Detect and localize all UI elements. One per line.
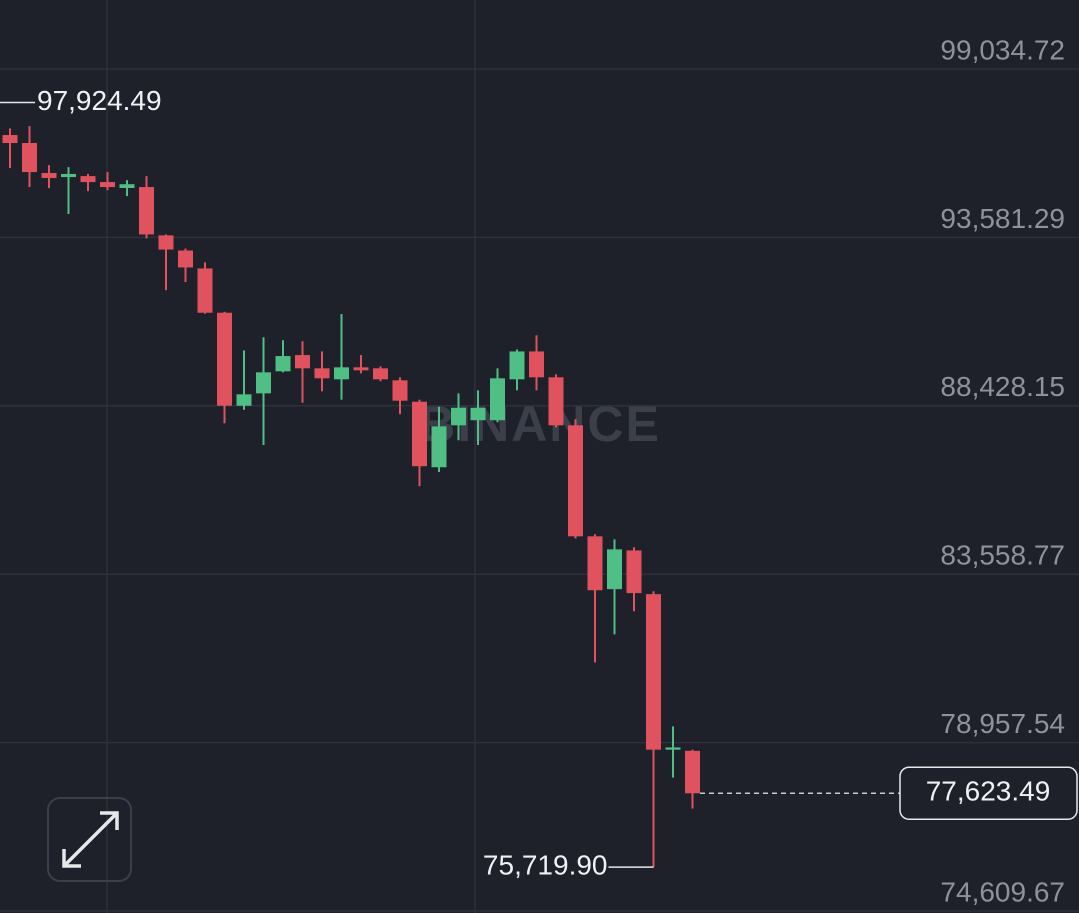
candle-body — [607, 549, 622, 590]
candle-body — [197, 268, 213, 313]
candle-body — [2, 135, 18, 144]
candle-body — [61, 173, 76, 178]
candle-body — [41, 173, 57, 178]
candle-body — [256, 372, 271, 394]
y-tick-label: 83,558.77 — [940, 540, 1065, 571]
candle-body — [626, 550, 642, 594]
candle-body — [22, 143, 37, 173]
candle-body — [665, 747, 681, 750]
last-price-box — [899, 766, 1078, 821]
candle-body — [685, 750, 700, 794]
candle-body — [392, 380, 408, 401]
candle-body — [529, 351, 544, 378]
candle-body — [568, 425, 583, 537]
candle-body — [158, 235, 174, 250]
candle-body — [139, 187, 154, 235]
candle-body — [236, 394, 252, 406]
candle-body — [80, 176, 96, 183]
expand-icon[interactable] — [62, 811, 119, 868]
candle-body — [470, 407, 486, 421]
expand-button[interactable] — [47, 797, 132, 882]
y-tick-label: 99,034.72 — [940, 34, 1065, 65]
candle-body — [490, 378, 505, 421]
candle-body — [587, 536, 603, 591]
candle-body — [119, 184, 135, 188]
expand-button-frame[interactable] — [47, 797, 132, 882]
y-tick-label: 93,581.29 — [940, 203, 1065, 234]
candle-body — [217, 312, 232, 406]
candle-body — [509, 351, 525, 380]
candle-body — [451, 407, 466, 426]
candle-body — [275, 356, 291, 372]
candle-body — [314, 368, 330, 379]
y-tick-label: 74,609.67 — [940, 876, 1065, 907]
candle-body — [548, 377, 564, 426]
candle-body — [373, 368, 388, 380]
candle-body — [100, 182, 115, 188]
candle-body — [334, 367, 349, 380]
y-tick-label: 78,957.54 — [940, 708, 1065, 739]
candle-body — [295, 355, 310, 369]
y-tick-label: 88,428.15 — [940, 371, 1065, 402]
last-price-label: 77,623.49 — [926, 776, 1051, 807]
candle-body — [353, 367, 369, 371]
candle-body — [646, 594, 661, 750]
min-label: 75,719.90 — [483, 849, 608, 880]
candle-body — [178, 250, 193, 268]
candle-body — [431, 426, 447, 468]
max-label: 97,924.49 — [37, 85, 162, 116]
candle-body — [412, 401, 427, 467]
